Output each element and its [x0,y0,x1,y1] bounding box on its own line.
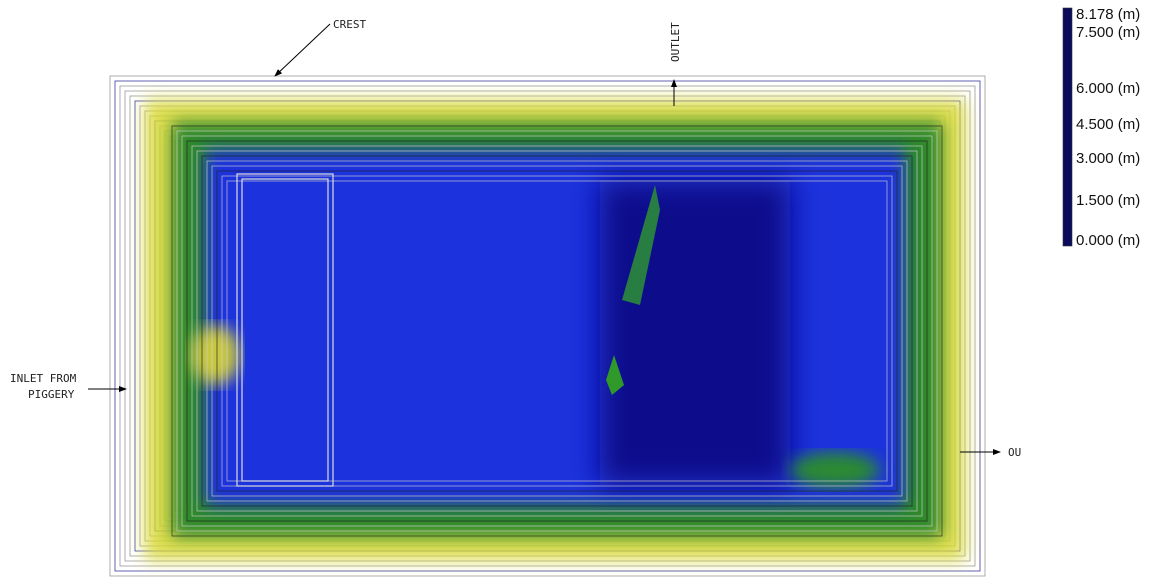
legend-label: 7.500 (m) [1076,24,1140,41]
crest-arrow [275,24,330,76]
outlet-label: OU [1008,446,1021,459]
legend-label: 4.500 (m) [1076,116,1140,133]
depth-map: CREST OUTLET INLET FROM PIGGERY OU 8.178… [0,0,1170,578]
legend-label: 1.500 (m) [1076,192,1140,209]
legend-label: 3.000 (m) [1076,150,1140,167]
color-bar [1063,8,1072,246]
legend-label: 6.000 (m) [1076,80,1140,97]
outlet-label: OUTLET [669,22,682,62]
inlet-label: PIGGERY [28,388,75,401]
legend: 8.178 (m)7.500 (m) 6.000 (m) 4.500 (m) 3.00… [1063,6,1140,249]
legend-label: 8.178 (m) [1076,6,1140,23]
crest-label: CREST [333,18,366,31]
inlet-label: INLET FROM [10,372,77,385]
legend-label: 0.000 (m) [1076,232,1140,249]
page: {"annotations": {"crest": "CREST", "outl… [0,0,1170,578]
